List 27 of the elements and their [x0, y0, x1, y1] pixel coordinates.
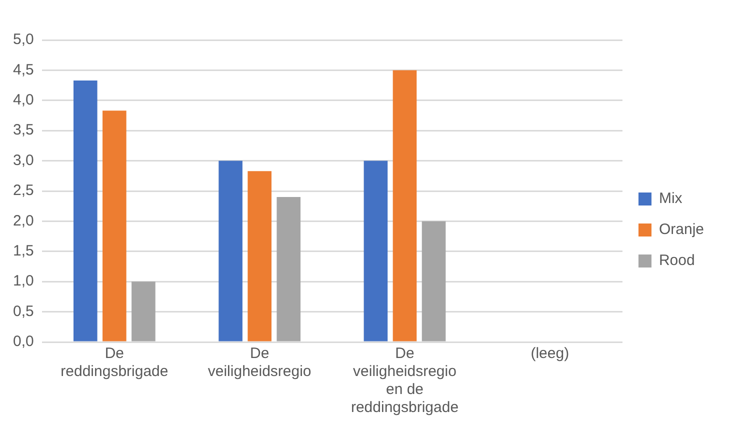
bar: [276, 197, 301, 342]
legend-label: Mix: [658, 190, 683, 208]
y-tick-label: 4,5: [12, 61, 34, 78]
y-tick-label: 3,5: [12, 122, 34, 139]
bar: [248, 171, 272, 342]
x-tick-label: De veiligheidsregio en de reddingsbrigade: [350, 345, 459, 416]
bar: [73, 80, 98, 342]
y-tick-label: 1,5: [12, 242, 34, 260]
y-tick-label: 3,0: [12, 152, 34, 169]
bar: [132, 282, 156, 342]
bar: [422, 221, 446, 342]
y-tick-label: 5,0: [12, 31, 34, 48]
bar: [218, 160, 242, 342]
y-tick-label: 0,5: [12, 302, 34, 320]
y-tick-label: 4,0: [12, 92, 34, 109]
x-tick-label: De reddingsbrigade: [60, 345, 168, 380]
bar: [392, 70, 417, 342]
y-tick-label: 0,0: [12, 333, 34, 350]
x-tick-label: De veiligheidsregio: [208, 345, 312, 380]
y-tick-label: 2,0: [12, 212, 34, 230]
bar: [364, 160, 388, 342]
legend-label: Oranje: [658, 221, 704, 238]
y-tick-label: 2,5: [12, 182, 34, 200]
x-tick-label: (leeg): [530, 345, 570, 362]
legend-label: Rood: [658, 252, 695, 270]
bar: [102, 110, 126, 342]
y-tick-label: 1,0: [12, 272, 34, 290]
